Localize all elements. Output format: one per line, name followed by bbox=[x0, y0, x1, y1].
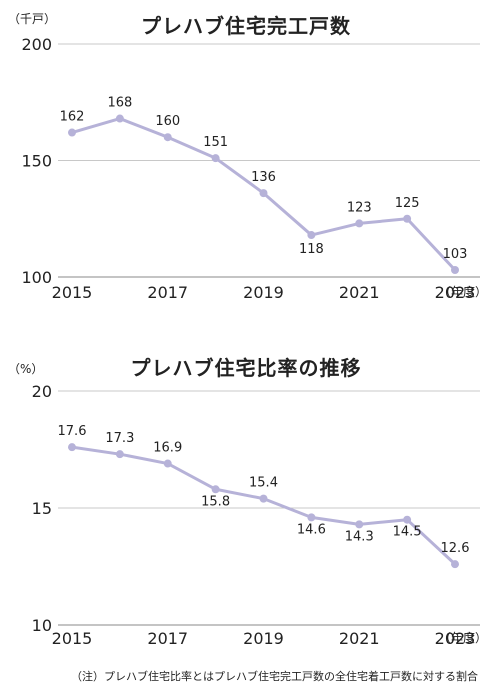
chart1-data-point bbox=[115, 114, 124, 123]
chart1-y-tick-label: 200 bbox=[21, 35, 52, 54]
chart1-x-tick-label: 2015 bbox=[52, 283, 93, 302]
chart1-data-point bbox=[163, 133, 172, 142]
chart1-data-label: 125 bbox=[395, 196, 420, 211]
chart2-data-label: 16.9 bbox=[153, 441, 182, 456]
chart2-data-point bbox=[451, 560, 459, 569]
chart2-data-point bbox=[403, 515, 412, 524]
chart2-x-tick-label: 2015 bbox=[52, 629, 93, 648]
chart2-series-line bbox=[71, 445, 457, 566]
chart1-data-point bbox=[307, 231, 316, 240]
chart1-y-tick-label: 150 bbox=[21, 152, 52, 171]
chart2-data-label: 12.6 bbox=[441, 541, 470, 556]
chart2-y-tick-label: 20 bbox=[32, 382, 52, 401]
chart1-data-label: 168 bbox=[107, 96, 132, 111]
chart2-x-tick-label: 2019 bbox=[243, 629, 284, 648]
chart2-x-tick-label: 2017 bbox=[147, 629, 188, 648]
chart2-data-label: 15.8 bbox=[201, 494, 230, 509]
chart2-unit-label: （%） bbox=[8, 362, 44, 376]
chart2-data-label: 14.5 bbox=[393, 525, 422, 540]
chart1-x-tick-label: 2017 bbox=[147, 283, 188, 302]
chart2-y-tick-label: 15 bbox=[32, 499, 52, 518]
chart2-data-point bbox=[211, 485, 220, 494]
chart2-y-tick-label: 10 bbox=[32, 616, 52, 635]
chart1-data-point bbox=[211, 154, 220, 163]
chart2-title: プレハブ住宅比率の推移 bbox=[130, 356, 362, 380]
chart1-data-point bbox=[451, 266, 459, 275]
chart1-x-tick-label: 2023 bbox=[435, 283, 476, 302]
chart2-data-point bbox=[307, 513, 316, 522]
chart1-data-point bbox=[259, 189, 268, 198]
footnote: （注）プレハブ住宅比率とはプレハブ住宅完工戸数の全住宅着工戸数に対する割合 bbox=[71, 670, 478, 683]
chart1-data-label: 136 bbox=[251, 170, 276, 185]
chart1-data-point bbox=[355, 219, 364, 228]
chart2-x-tick-label: 2021 bbox=[339, 629, 380, 648]
chart1-data-label: 160 bbox=[155, 114, 180, 129]
chart1-data-label: 151 bbox=[203, 135, 228, 150]
chart2-data-point bbox=[115, 450, 124, 459]
chart1-y-tick-label: 100 bbox=[21, 268, 52, 287]
chart1-data-point bbox=[403, 214, 412, 223]
chart1-title: プレハブ住宅完工戸数 bbox=[141, 14, 351, 38]
chart1-data-label: 162 bbox=[60, 110, 85, 125]
chart2-data-label: 17.6 bbox=[58, 424, 87, 439]
chart1-data-label: 123 bbox=[347, 200, 372, 215]
chart1-data-point bbox=[68, 128, 76, 137]
chart1-x-unit-label: （年度） bbox=[439, 284, 487, 299]
chart2-data-label: 15.4 bbox=[249, 476, 278, 491]
chart1-x-tick-label: 2019 bbox=[243, 283, 284, 302]
chart2-data-label: 14.6 bbox=[297, 522, 326, 537]
chart2-data-point bbox=[163, 459, 172, 468]
chart2-data-point bbox=[259, 494, 268, 503]
chart1-data-label: 103 bbox=[443, 247, 468, 262]
chart2-x-tick-label: 2023 bbox=[435, 629, 476, 648]
chart1-data-label: 118 bbox=[299, 242, 324, 257]
chart2-data-point bbox=[68, 443, 76, 452]
chart2-x-unit-label: （年度） bbox=[439, 630, 487, 645]
chart2-data-label: 17.3 bbox=[105, 431, 134, 446]
chart1-x-tick-label: 2021 bbox=[339, 283, 380, 302]
chart2-data-label: 14.3 bbox=[345, 529, 374, 544]
chart1-unit-label: （千戸） bbox=[8, 12, 57, 26]
chart2-data-point bbox=[355, 520, 364, 529]
